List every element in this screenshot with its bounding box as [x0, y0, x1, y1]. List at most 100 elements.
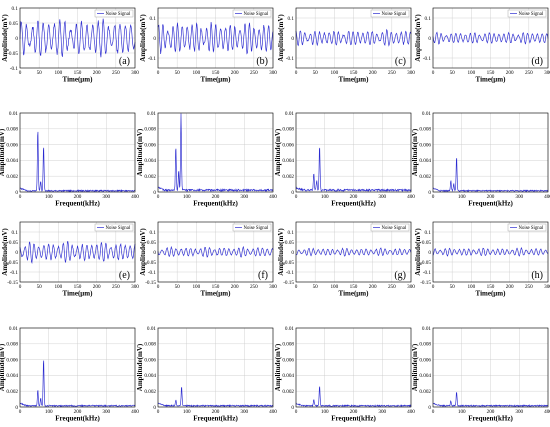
legend-box — [370, 223, 410, 232]
x-tick-label: 200 — [231, 70, 239, 76]
x-tick-label: 0 — [19, 194, 22, 200]
x-tick-label: 50 — [175, 284, 181, 290]
y-tick-label: 0.01 — [422, 111, 431, 117]
y-tick-label: 0.008 — [419, 342, 431, 348]
y-tick-label: -0.1 — [286, 56, 295, 62]
y-axis-title: Amplitude(mV) — [277, 228, 285, 276]
signal-line — [432, 246, 549, 257]
y-tick-label: 0.002 — [6, 389, 18, 395]
y-tick-label: 0.002 — [6, 174, 18, 180]
y-axis-title: Amplitude(mV) — [139, 228, 147, 276]
y-tick-label: 0 — [153, 190, 156, 196]
subplot-7: 0 100 200 300 400 0 0.002 0.004 0.006 0.008 0.01 Fr… — [274, 111, 415, 208]
axes-frame — [295, 7, 412, 69]
subplot-8: 0 100 200 300 400 0 0.002 0.004 0.006 0.008 0.01 Fr… — [411, 111, 550, 208]
x-tick-label: 100 — [321, 194, 329, 200]
x-tick-label: 250 — [525, 70, 533, 76]
signal-line — [432, 392, 549, 408]
y-tick-label: -0.05 — [7, 51, 18, 57]
x-tick-label: 0 — [157, 409, 160, 415]
panel-label: (h) — [531, 270, 543, 281]
x-tick-label: 0 — [157, 70, 160, 76]
x-tick-label: 300 — [131, 284, 139, 290]
subplot-16: 0 100 200 300 400 0 0.002 0.004 0.006 0.008 0.01 Fr… — [411, 326, 550, 423]
x-tick-label: 200 — [506, 70, 514, 76]
axes-frame — [157, 221, 274, 283]
y-tick-label: 0.006 — [144, 357, 156, 363]
y-tick-label: 0.1 — [150, 16, 157, 22]
y-tick-label: 0.006 — [419, 142, 431, 148]
x-axis-title: Frequent(kHz) — [193, 200, 238, 208]
x-tick-label: 200 — [369, 284, 377, 290]
x-axis-title: Frequent(kHz) — [331, 200, 376, 208]
x-tick-label: 100 — [458, 194, 466, 200]
x-tick-label: 200 — [369, 70, 377, 76]
y-tick-label: 0.004 — [282, 373, 294, 379]
signal-line — [157, 22, 274, 55]
subplot-9: 0 50 100 150 200 250 300 -0.15 -0.1 -0.05 0 0.05 0.1… — [1, 221, 139, 298]
x-tick-label: 250 — [250, 284, 258, 290]
y-tick-label: 0.004 — [419, 373, 431, 379]
signal-line — [19, 18, 136, 58]
panel-label: (e) — [119, 270, 130, 281]
signal-line — [295, 247, 412, 257]
y-tick-label: -0.15 — [420, 280, 431, 286]
x-tick-label: 100 — [45, 194, 53, 200]
x-tick-label: 200 — [74, 194, 82, 200]
x-tick-label: 150 — [74, 70, 82, 76]
y-tick-label: 0.002 — [144, 389, 156, 395]
y-tick-label: 0 — [153, 36, 156, 42]
signal-line — [19, 131, 136, 193]
x-tick-label: 100 — [183, 409, 191, 415]
legend-label: Noise Signal — [106, 226, 131, 231]
x-tick-label: 100 — [458, 409, 466, 415]
legend-label: Noise Signal — [244, 12, 269, 17]
x-tick-label: 100 — [54, 284, 62, 290]
y-tick-label: 0 — [15, 250, 18, 256]
axes-frame — [432, 7, 549, 69]
panel-label: (c) — [395, 56, 406, 67]
x-tick-label: 200 — [212, 194, 220, 200]
x-tick-label: 50 — [37, 284, 43, 290]
x-tick-label: 300 — [240, 409, 248, 415]
y-tick-label: 0 — [15, 36, 18, 42]
signal-line — [295, 28, 412, 47]
y-axis-title: Amplitude(mV) — [1, 14, 9, 62]
x-tick-label: 300 — [515, 409, 523, 415]
x-tick-label: 300 — [102, 409, 110, 415]
x-tick-label: 50 — [313, 70, 319, 76]
y-tick-label: 0.05 — [9, 240, 18, 246]
x-tick-label: 150 — [74, 284, 82, 290]
x-axis-title: Time(μm) — [63, 76, 94, 84]
y-tick-label: 0 — [428, 190, 431, 196]
subplot-13: 0 100 200 300 400 0 0.002 0.004 0.006 0.008 0.01 Fr… — [0, 326, 139, 423]
y-tick-label: 0.1 — [425, 230, 432, 236]
y-tick-label: 0.008 — [419, 127, 431, 133]
x-tick-label: 150 — [350, 70, 358, 76]
axes-frame — [157, 7, 274, 69]
x-tick-label: 0 — [157, 194, 160, 200]
axes-frame — [295, 112, 412, 193]
x-axis-title: Time(μm) — [476, 76, 507, 84]
y-tick-label: -0.1 — [423, 270, 432, 276]
y-tick-label: 0.1 — [12, 6, 19, 12]
x-tick-label: 0 — [19, 70, 22, 76]
y-tick-label: -0.1 — [286, 270, 295, 276]
y-tick-label: 0.004 — [6, 158, 18, 164]
axes-frame — [19, 112, 136, 193]
y-tick-label: 0.002 — [282, 174, 294, 180]
y-tick-label: 0.006 — [282, 357, 294, 363]
x-tick-label: 400 — [269, 194, 277, 200]
subplot-4: 0 50 100 150 200 250 300 -0.1 0 0.1 Time(μm) Amplit… — [414, 7, 550, 84]
x-tick-label: 50 — [450, 70, 456, 76]
y-tick-label: -0.1 — [10, 66, 19, 72]
x-tick-label: 50 — [313, 284, 319, 290]
x-tick-label: 100 — [321, 409, 329, 415]
legend-box — [232, 9, 272, 18]
y-tick-label: -0.1 — [423, 56, 432, 62]
x-tick-label: 100 — [192, 284, 200, 290]
x-tick-label: 300 — [378, 409, 386, 415]
x-tick-label: 300 — [131, 70, 139, 76]
x-tick-label: 0 — [295, 284, 298, 290]
